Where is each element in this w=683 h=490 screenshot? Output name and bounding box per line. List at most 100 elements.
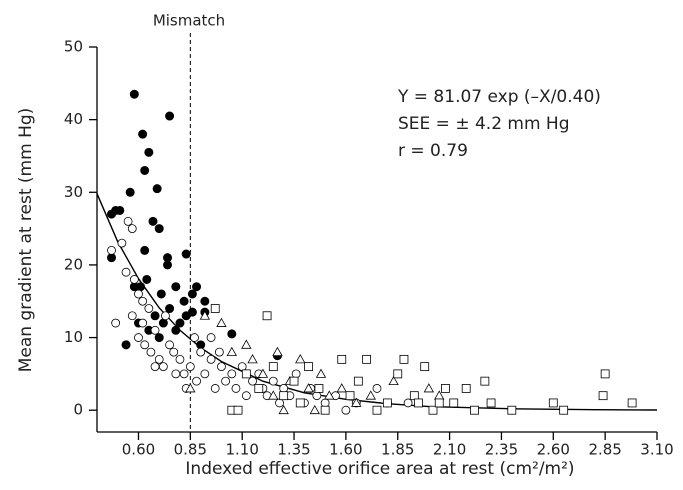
point xyxy=(192,376,201,386)
point xyxy=(388,375,399,386)
point xyxy=(129,89,139,99)
point xyxy=(441,384,450,393)
point xyxy=(241,391,251,401)
point xyxy=(196,340,206,350)
point xyxy=(461,384,471,393)
point xyxy=(123,216,133,226)
point xyxy=(278,404,289,415)
point xyxy=(210,384,220,393)
point xyxy=(140,340,150,350)
point xyxy=(107,253,117,263)
point xyxy=(138,296,148,306)
point xyxy=(257,368,269,378)
point xyxy=(449,398,459,408)
point xyxy=(158,318,168,328)
point xyxy=(185,362,195,372)
point xyxy=(129,282,139,292)
mismatch-label: Mismatch xyxy=(153,12,225,30)
point xyxy=(165,340,174,350)
point xyxy=(365,390,376,400)
point xyxy=(320,398,330,408)
point xyxy=(190,333,199,342)
point xyxy=(309,404,320,415)
y-tick-label: 0 xyxy=(73,401,83,419)
point xyxy=(115,205,125,215)
point xyxy=(598,391,608,401)
point xyxy=(121,267,131,277)
point xyxy=(171,325,181,335)
point xyxy=(171,282,181,292)
point xyxy=(295,354,306,364)
point xyxy=(210,304,220,313)
point xyxy=(144,304,154,313)
point xyxy=(372,405,382,415)
x-tick-label: 2.60 xyxy=(537,441,570,459)
point xyxy=(156,289,166,299)
point xyxy=(181,249,191,259)
point xyxy=(150,325,160,335)
y-tick-label: 20 xyxy=(64,255,83,273)
x-tick-label: 1.35 xyxy=(277,441,310,459)
point xyxy=(152,184,162,194)
point xyxy=(214,347,224,357)
y-axis-label: Mean gradient at rest (mm Hg) xyxy=(16,108,36,373)
point xyxy=(169,347,179,357)
point xyxy=(600,369,610,379)
point xyxy=(154,354,164,364)
x-tick-label: 1.85 xyxy=(381,441,414,459)
x-tick-label: 2.35 xyxy=(485,441,518,459)
point xyxy=(227,369,237,379)
point xyxy=(140,165,150,175)
point xyxy=(206,333,216,342)
point xyxy=(221,376,230,386)
point xyxy=(423,383,435,393)
point xyxy=(187,289,197,299)
point xyxy=(161,311,170,321)
point xyxy=(111,318,121,328)
point xyxy=(185,383,196,393)
point xyxy=(393,369,403,379)
y-tick-label: 40 xyxy=(64,110,83,128)
x-tick-label: 2.85 xyxy=(588,441,621,459)
point xyxy=(320,405,330,415)
point xyxy=(372,384,382,393)
point xyxy=(227,329,237,339)
point xyxy=(279,384,289,393)
point xyxy=(353,376,363,386)
point xyxy=(125,187,135,197)
point xyxy=(216,317,227,327)
x-tick-label: 1.10 xyxy=(225,441,258,459)
point xyxy=(434,398,444,408)
point xyxy=(140,245,150,255)
point xyxy=(409,391,419,401)
point xyxy=(382,398,392,408)
point xyxy=(241,339,252,349)
point xyxy=(165,304,175,314)
point xyxy=(179,296,189,306)
point xyxy=(217,362,226,372)
x-tick-label: 3.10 xyxy=(640,441,673,459)
point xyxy=(268,390,279,400)
point xyxy=(163,260,173,270)
point xyxy=(303,383,314,393)
point xyxy=(262,311,272,321)
point xyxy=(295,398,305,408)
point xyxy=(171,369,181,379)
point xyxy=(200,369,210,379)
point xyxy=(192,282,202,292)
point xyxy=(231,384,241,393)
point xyxy=(345,391,355,401)
point xyxy=(414,398,423,408)
point xyxy=(312,391,322,401)
point xyxy=(247,354,258,364)
point xyxy=(336,383,347,393)
y-tick-label: 10 xyxy=(64,328,83,346)
point xyxy=(289,376,299,386)
point xyxy=(304,362,313,372)
y-tick-label: 50 xyxy=(64,38,83,56)
point xyxy=(486,398,496,408)
point xyxy=(268,376,278,386)
point xyxy=(121,340,131,350)
point xyxy=(399,354,409,364)
